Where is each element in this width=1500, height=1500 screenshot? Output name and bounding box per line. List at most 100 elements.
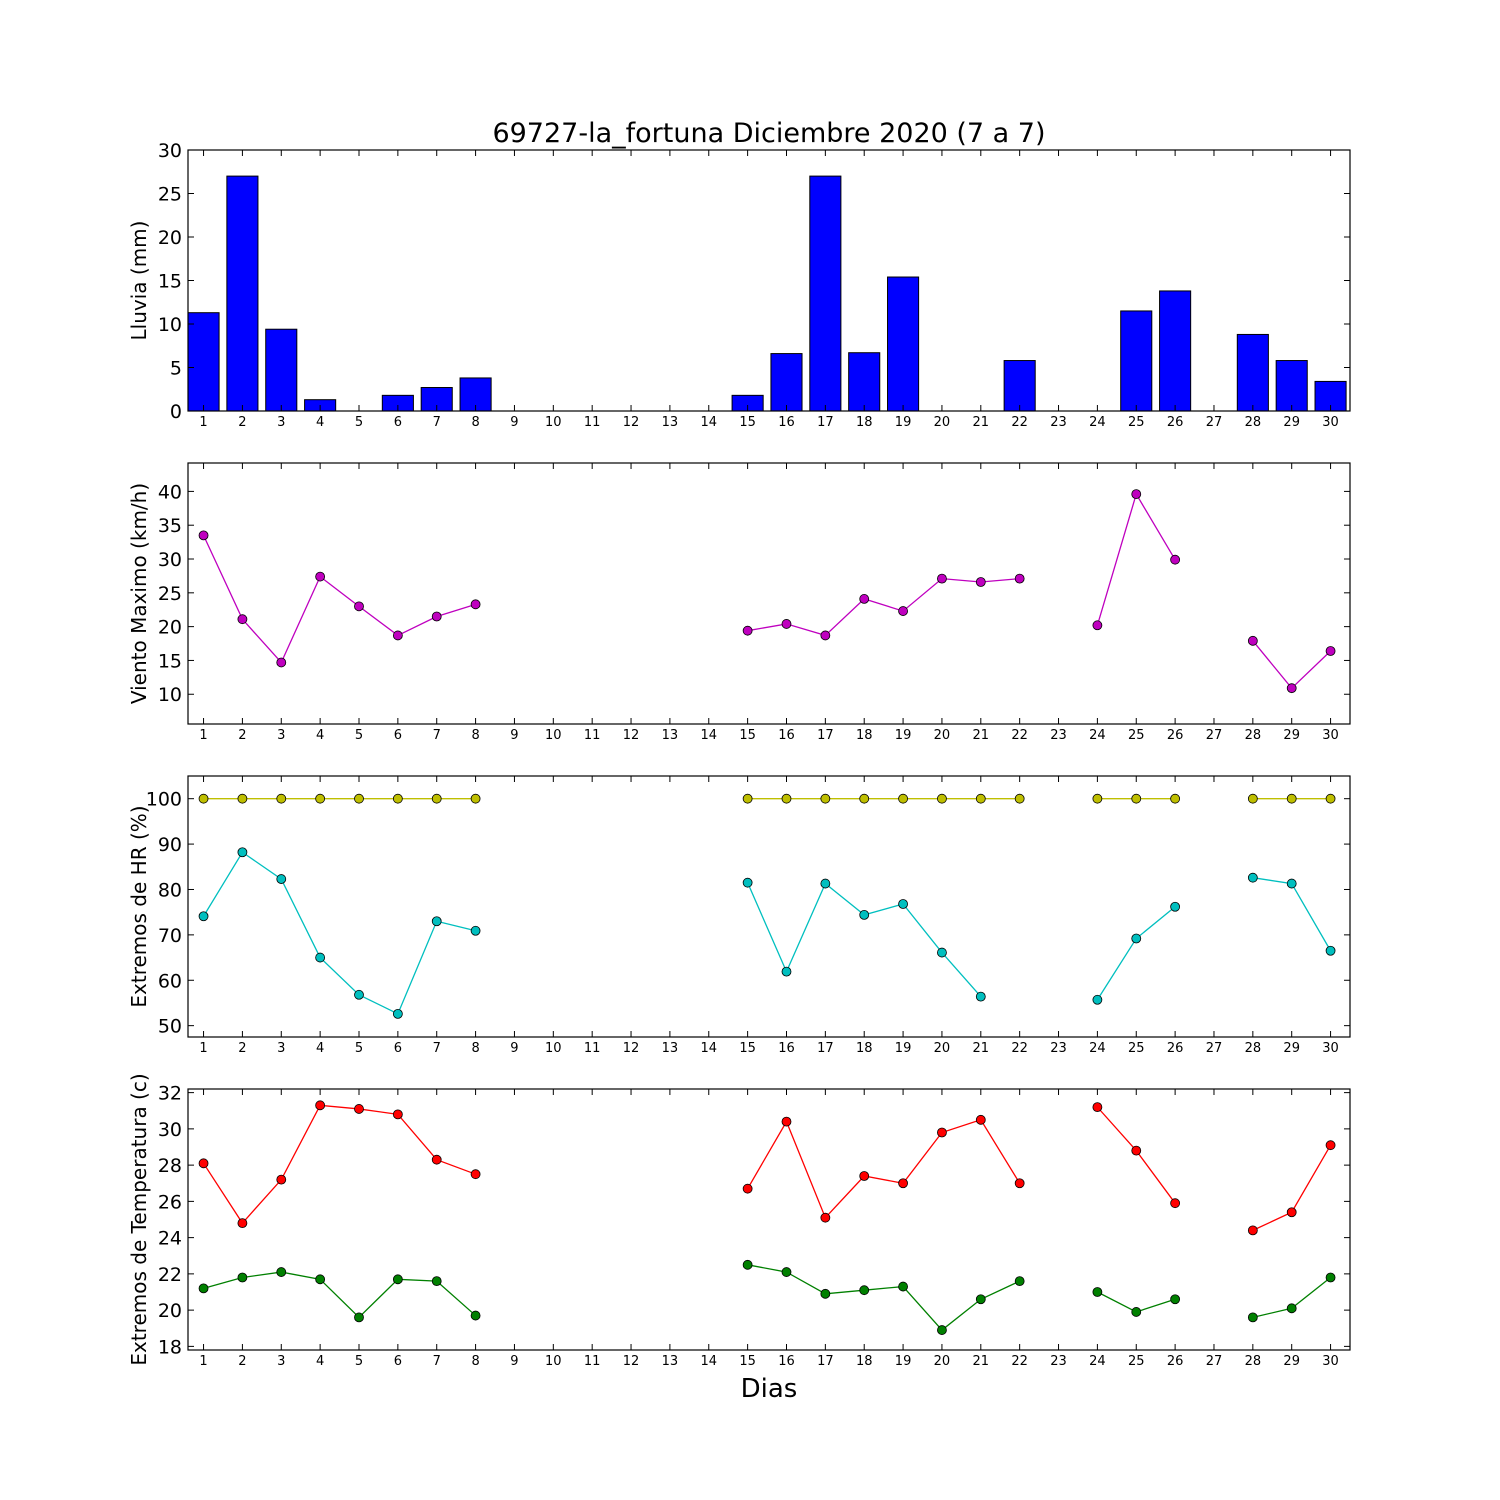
data-point-day-24 xyxy=(1092,793,1103,804)
y-axis-label: Lluvia (mm) xyxy=(127,221,151,341)
x-tick-label: 8 xyxy=(471,1354,479,1369)
data-point-day-18 xyxy=(859,793,870,804)
y-tick-label: 10 xyxy=(158,684,182,706)
data-point-day-18 xyxy=(859,1171,870,1181)
x-tick-label: 26 xyxy=(1167,728,1184,743)
x-tick-label: 4 xyxy=(316,1041,324,1056)
x-tick-label: 2 xyxy=(238,415,246,430)
series-2 xyxy=(198,847,1336,1019)
data-point-day-30 xyxy=(1325,646,1336,656)
data-point-day-8 xyxy=(470,1310,481,1321)
data-point-day-15 xyxy=(742,1259,753,1270)
data-point-day-28 xyxy=(1247,793,1258,804)
data-point-day-25 xyxy=(1131,489,1142,500)
x-tick-label: 30 xyxy=(1322,1354,1339,1369)
x-tick-label: 13 xyxy=(662,1041,679,1056)
x-tick-label: 22 xyxy=(1011,1041,1028,1056)
x-tick-label: 17 xyxy=(817,728,834,743)
x-tick-label: 13 xyxy=(662,415,679,430)
x-tick-label: 6 xyxy=(394,728,402,743)
data-point-day-7 xyxy=(431,1154,442,1165)
x-tick-label: 19 xyxy=(895,728,912,743)
data-point-day-8 xyxy=(470,1169,481,1180)
x-tick-label: 8 xyxy=(471,1041,479,1056)
x-tick-label: 17 xyxy=(817,1354,834,1369)
x-tick-label: 15 xyxy=(739,415,756,430)
data-point-day-16 xyxy=(781,1267,792,1277)
data-point-day-19 xyxy=(898,1281,908,1292)
data-point-day-25 xyxy=(1131,933,1142,944)
data-point-day-21 xyxy=(975,793,986,804)
x-tick-label: 9 xyxy=(510,415,518,430)
data-point-day-3 xyxy=(276,874,287,884)
y-tick-label: 30 xyxy=(158,1119,182,1141)
x-tick-label: 4 xyxy=(316,1354,324,1369)
data-point-day-16 xyxy=(781,966,792,977)
x-tick-label: 24 xyxy=(1089,728,1106,743)
y-tick-label: 26 xyxy=(158,1191,182,1213)
data-point-day-7 xyxy=(431,793,442,804)
x-tick-label: 17 xyxy=(817,1041,834,1056)
y-tick-label: 80 xyxy=(158,879,182,901)
plot-area xyxy=(188,1089,1350,1350)
x-tick-label: 15 xyxy=(739,1354,756,1369)
y-tick-label: 18 xyxy=(158,1336,182,1358)
x-tick-label: 23 xyxy=(1050,1354,1067,1369)
panels: 1 2 3 4 5 6 7 8 9 10 11 12 13 14 15 16 17 18 19 20 21 22 23 24 2… xyxy=(127,140,1351,1369)
x-tick-label: 8 xyxy=(471,728,479,743)
x-tick-label: 13 xyxy=(662,728,679,743)
data-point-day-22 xyxy=(1014,793,1025,804)
x-tick-label: 1 xyxy=(199,728,207,743)
data-point-day-21 xyxy=(975,577,986,587)
x-tick-label: 29 xyxy=(1283,415,1300,430)
data-point-day-18 xyxy=(859,1285,870,1296)
y-tick-label: 40 xyxy=(158,481,182,503)
bar-day-28 xyxy=(1236,333,1269,412)
y-tick-label: 25 xyxy=(158,184,182,206)
x-tick-label: 2 xyxy=(238,1354,246,1369)
data-point-day-25 xyxy=(1131,1145,1142,1156)
x-tick-label: 22 xyxy=(1011,415,1028,430)
x-tick-label: 20 xyxy=(934,728,951,743)
x-tick-label: 23 xyxy=(1050,415,1067,430)
x-tick-label: 21 xyxy=(973,728,990,743)
y-axis-label: Viento Maximo (km/h) xyxy=(127,483,151,704)
data-point-day-6 xyxy=(392,630,403,641)
x-tick-label: 11 xyxy=(584,728,601,743)
series-1 xyxy=(198,1100,1336,1236)
data-point-day-4 xyxy=(315,1274,326,1285)
x-tick-label: 16 xyxy=(778,728,795,743)
x-tick-label: 3 xyxy=(277,415,285,430)
x-tick-label: 1 xyxy=(199,1041,207,1056)
panel-3: 1 2 3 4 5 6 7 8 9 10 11 12 13 14 15 16 17 18 19 20 21 22 23 24 2… xyxy=(127,775,1351,1056)
data-point-day-7 xyxy=(431,611,442,622)
data-point-day-4 xyxy=(315,793,326,804)
x-tick-label: 25 xyxy=(1128,728,1145,743)
data-point-day-15 xyxy=(742,1183,753,1194)
x-tick-label: 8 xyxy=(471,415,479,430)
data-point-day-3 xyxy=(276,1267,287,1277)
x-tick-label: 3 xyxy=(277,728,285,743)
data-point-day-20 xyxy=(937,1127,947,1138)
x-tick-label: 16 xyxy=(778,415,795,430)
series-line xyxy=(747,1119,1021,1219)
x-tick-label: 28 xyxy=(1245,415,1262,430)
y-tick-label: 20 xyxy=(158,617,182,639)
x-tick-label: 10 xyxy=(545,728,562,743)
x-tick-label: 29 xyxy=(1283,1354,1300,1369)
data-point-day-24 xyxy=(1092,994,1103,1005)
series-line xyxy=(747,1264,1020,1331)
data-point-day-18 xyxy=(859,909,870,920)
x-tick-label: 23 xyxy=(1050,1041,1067,1056)
x-tick-label: 22 xyxy=(1011,1354,1028,1369)
data-point-day-28 xyxy=(1247,872,1258,883)
x-tick-label: 2 xyxy=(238,1041,246,1056)
data-point-day-21 xyxy=(975,991,986,1002)
x-tick-label: 18 xyxy=(856,728,873,743)
data-point-day-1 xyxy=(198,1158,209,1169)
y-axis-label: Extremos de HR (%) xyxy=(127,805,151,1007)
data-point-day-19 xyxy=(898,899,908,909)
y-tick-label: 100 xyxy=(146,789,182,811)
data-point-day-17 xyxy=(820,878,831,889)
data-point-day-29 xyxy=(1286,793,1297,804)
